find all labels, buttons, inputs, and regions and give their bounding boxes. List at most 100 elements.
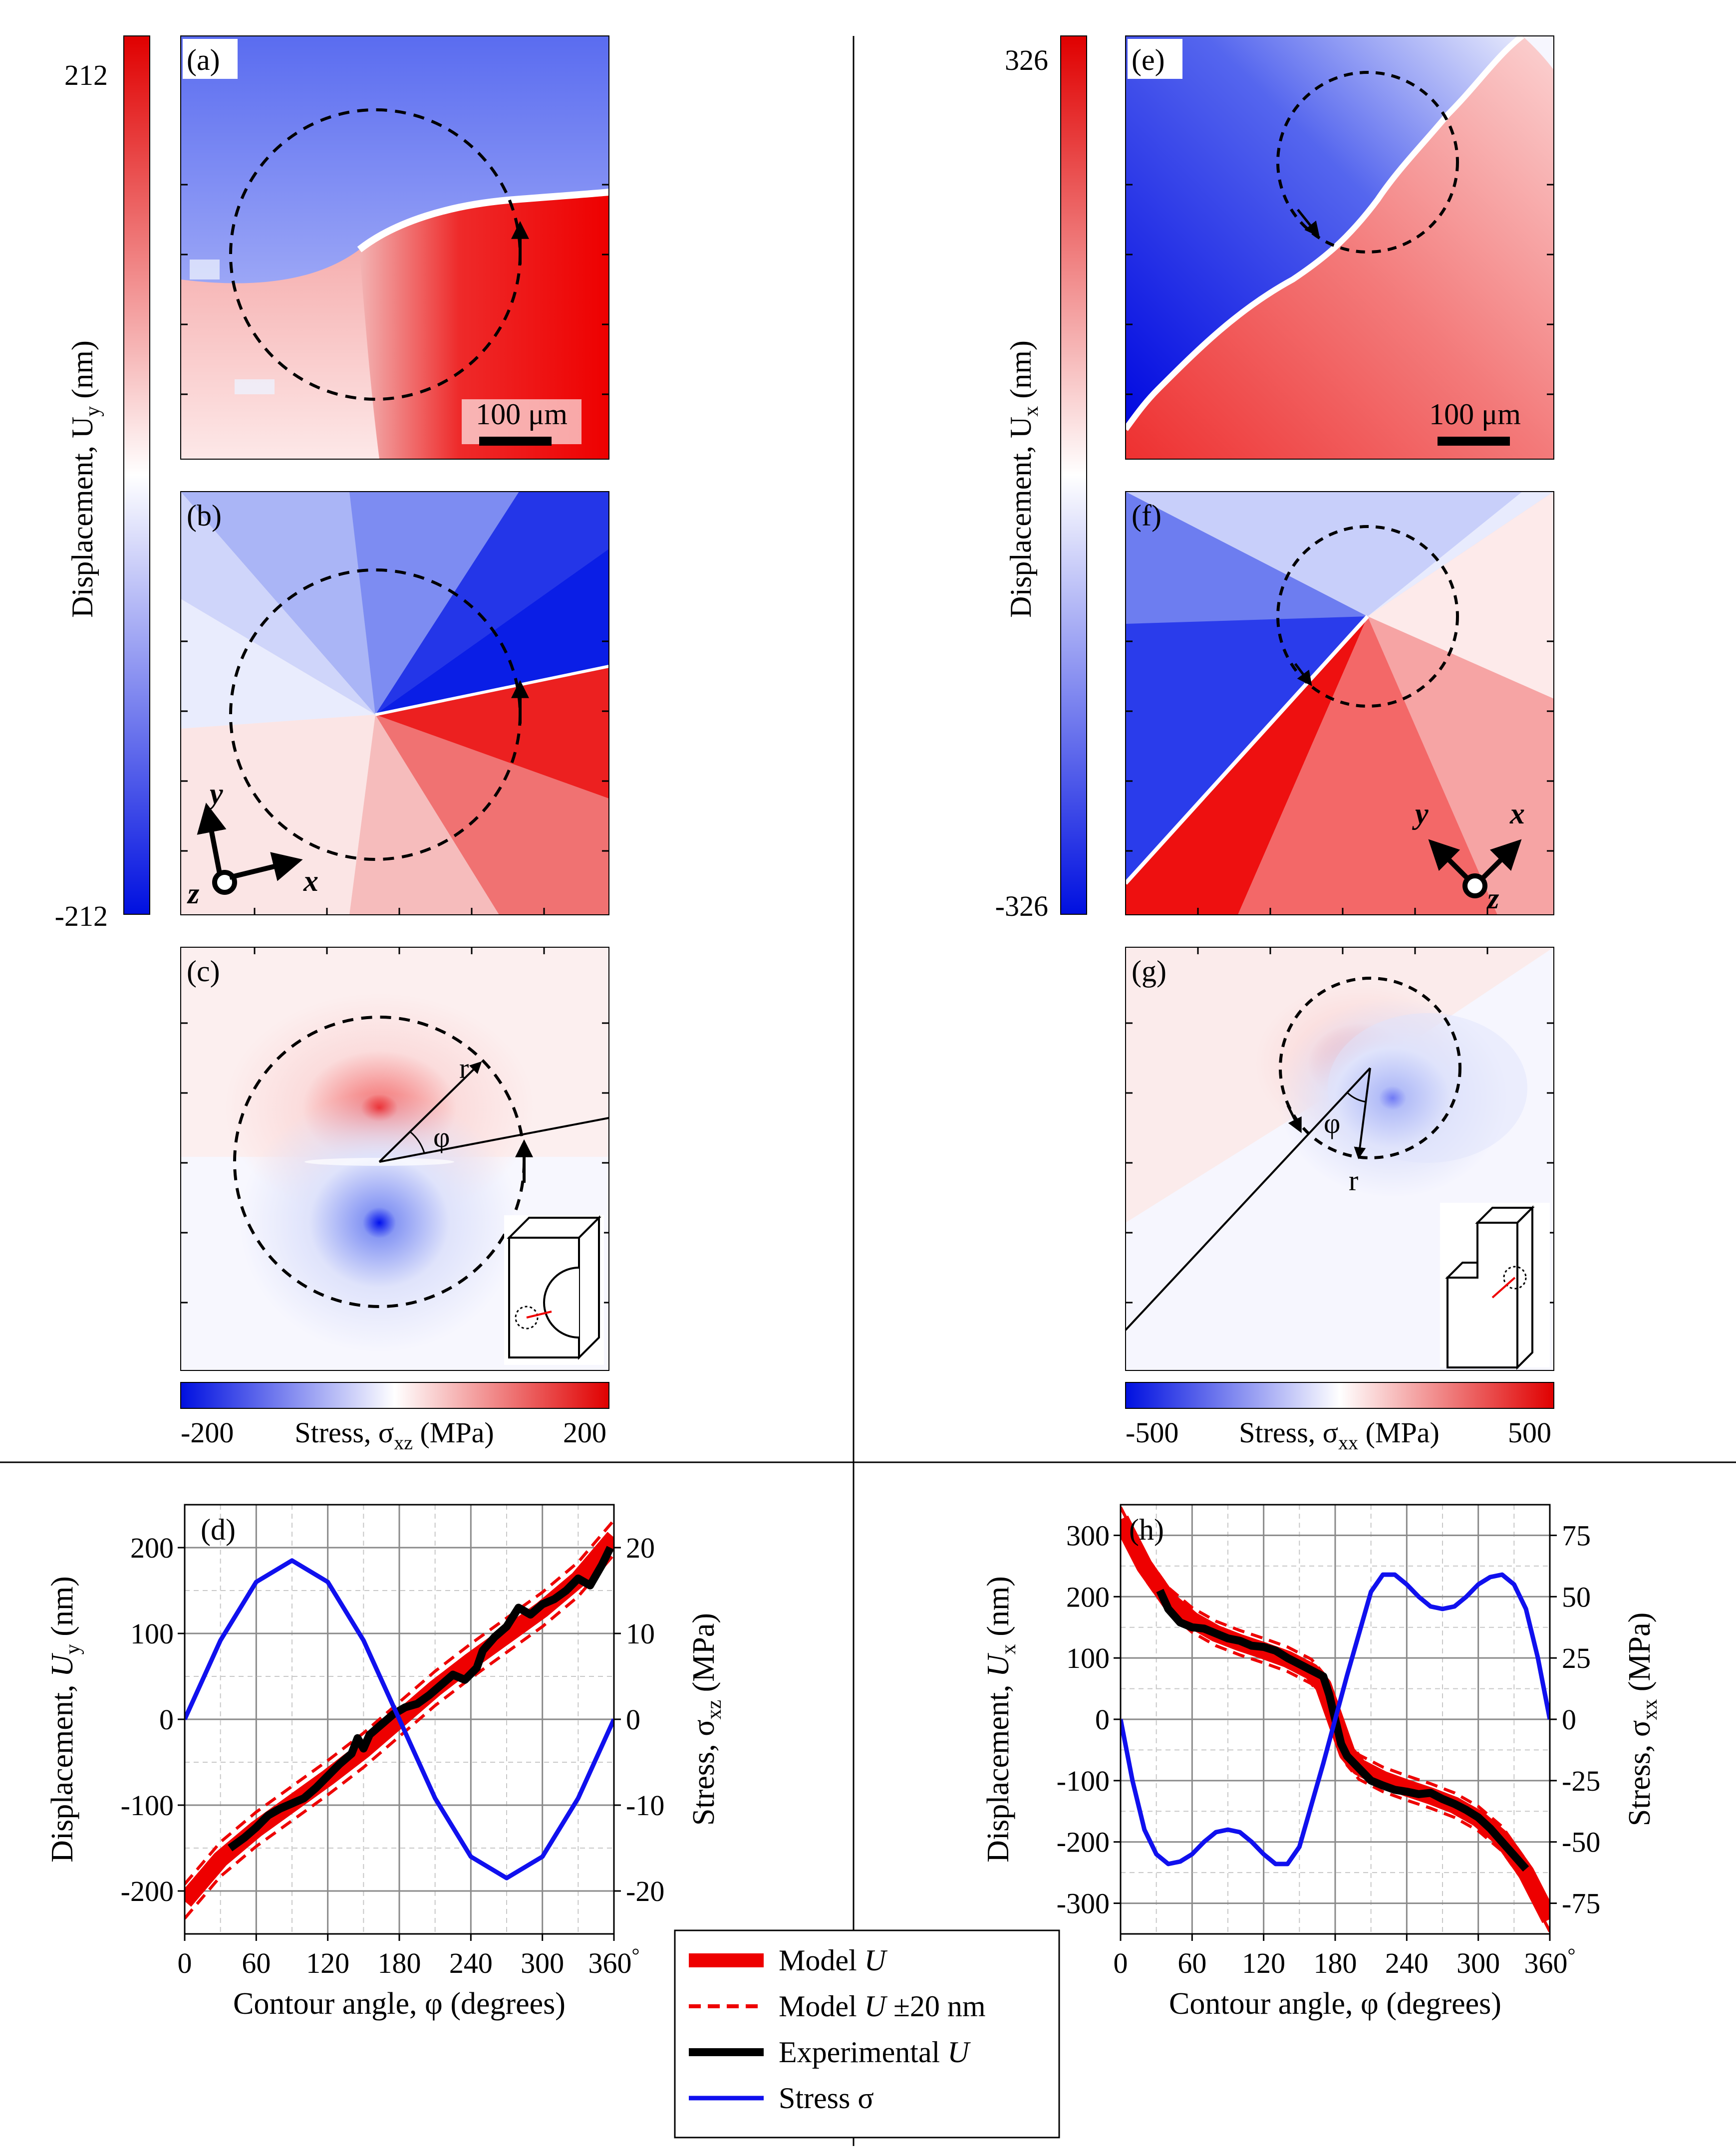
panel-d-xtick-label: 360° bbox=[588, 1944, 640, 1979]
left-stress-min: -200 bbox=[181, 1416, 234, 1449]
panel-d-y2label: Stress, σxz (MPa) bbox=[687, 1613, 726, 1826]
panel-b-displacement-model bbox=[181, 492, 609, 915]
right-colorbar-max: 326 bbox=[1005, 44, 1048, 76]
panel-b-label: (b) bbox=[187, 499, 222, 532]
panel-h-series bbox=[1121, 1506, 1550, 1932]
legend-label-2: Experimental U bbox=[779, 2036, 971, 2069]
panel-d-model-lower-line bbox=[185, 1553, 614, 1919]
panel-h-label: (h) bbox=[1129, 1513, 1164, 1546]
panel-d-xtick-label: 120 bbox=[306, 1947, 349, 1979]
panel-e-displacement-measured bbox=[1126, 36, 1554, 459]
right-colorbar-min: -326 bbox=[995, 890, 1048, 922]
panel-e-contour-circle bbox=[1276, 71, 1459, 254]
left-colorbar-title: Displacement, Uy (nm) bbox=[66, 340, 104, 618]
right-stress-min: -500 bbox=[1126, 1416, 1178, 1449]
panel-c-label: (c) bbox=[187, 955, 220, 988]
panel-h-ytick-label: 0 bbox=[1095, 1703, 1110, 1736]
panel-g-phi-label: φ bbox=[1324, 1107, 1340, 1139]
left-colorbar-max: 212 bbox=[64, 59, 108, 91]
scale-bar-label-e: 100 μm bbox=[1429, 398, 1521, 431]
svg-text:z: z bbox=[1486, 882, 1499, 915]
panel-g-reference-line bbox=[1125, 1067, 1371, 1331]
svg-text:x: x bbox=[1509, 797, 1525, 830]
panel-d-xlabel: Contour angle, φ (degrees) bbox=[233, 1987, 566, 2021]
panel-d-series bbox=[185, 1519, 614, 1919]
panel-d-xtick-label: 180 bbox=[378, 1947, 421, 1979]
panel-g-contour-arrow bbox=[1286, 1104, 1302, 1133]
panel-d-xtick-label: 240 bbox=[449, 1947, 493, 1979]
panel-c-specimen-inset bbox=[504, 1215, 604, 1365]
coordinate-axes-icon-left: x y z bbox=[187, 777, 318, 910]
panel-g-specimen-inset bbox=[1440, 1203, 1550, 1370]
panel-h-y2tick-label: -75 bbox=[1562, 1887, 1600, 1920]
left-colorbar-min: -212 bbox=[55, 900, 108, 932]
left-stress-colorbar: -200 200 Stress, σxz (MPa) bbox=[180, 1382, 609, 1454]
panel-h-ytick-label: -100 bbox=[1057, 1765, 1110, 1797]
panel-g-radius-arrow bbox=[1354, 1068, 1371, 1159]
svg-text:x: x bbox=[303, 864, 318, 897]
panel-d-y2tick-label: -10 bbox=[626, 1789, 664, 1822]
panel-d-label: (d) bbox=[201, 1513, 236, 1546]
panel-c-radius-arrow bbox=[378, 1061, 482, 1163]
panel-h-ytick-label: 300 bbox=[1066, 1519, 1110, 1552]
panel-d-ylabel: Displacement, Uy (nm) bbox=[45, 1576, 84, 1863]
panel-h-chart: 0 60 120 180 240 300 360° 300 200 100 0 -100 -200 -30… bbox=[981, 1504, 1662, 2021]
panel-h-experimental-line bbox=[1156, 1589, 1529, 1872]
panel-d-model-upper-line bbox=[185, 1519, 614, 1885]
left-stress-max: 200 bbox=[563, 1416, 606, 1449]
panel-h-y2tick-label: 75 bbox=[1562, 1519, 1591, 1552]
panel-g-contour-circle bbox=[1279, 977, 1461, 1159]
panel-d-y2tick-label: 20 bbox=[626, 1532, 655, 1564]
panel-h-ylabel: Displacement, Ux (nm) bbox=[981, 1576, 1020, 1863]
panel-d-ytick-label: 100 bbox=[130, 1617, 174, 1650]
panel-h-xtick-label: 0 bbox=[1114, 1947, 1128, 1979]
right-stress-max: 500 bbox=[1508, 1416, 1551, 1449]
panel-h-xtick-label: 300 bbox=[1456, 1947, 1500, 1979]
panel-h-degree-symbol: ° bbox=[1568, 1944, 1576, 1966]
panel-e-label: (e) bbox=[1132, 43, 1165, 76]
scale-bar-e bbox=[1438, 437, 1510, 446]
panel-h-xlabel: Contour angle, φ (degrees) bbox=[1169, 1987, 1501, 2021]
panel-d-degree-symbol: ° bbox=[632, 1944, 640, 1966]
panel-g-r-label: r bbox=[1349, 1164, 1358, 1197]
panel-h-ytick-label: 100 bbox=[1066, 1642, 1110, 1674]
panel-h-ytick-label: -300 bbox=[1057, 1887, 1110, 1920]
svg-text:y: y bbox=[1412, 797, 1429, 830]
panel-g-stress-field bbox=[1126, 947, 1554, 1370]
right-colorbar-title: Displacement, Ux (nm) bbox=[1004, 340, 1043, 618]
panel-d-xtick-label: 60 bbox=[242, 1947, 271, 1979]
panel-d-chart: 0 60 120 180 240 300 360°2001000-100-20020100-… bbox=[45, 1504, 726, 2021]
panel-h-ytick-label: 200 bbox=[1066, 1581, 1110, 1613]
right-stress-colorbar: -500 500 Stress, σxx (MPa) bbox=[1125, 1382, 1554, 1454]
legend-label-1: Model U ±20 nm bbox=[779, 1990, 986, 2023]
panel-d-ytick-label: 0 bbox=[159, 1703, 174, 1736]
panel-h-y2tick-label: -50 bbox=[1562, 1826, 1600, 1859]
panel-b-ticks bbox=[181, 640, 609, 915]
panel-d-y2tick-label: -20 bbox=[626, 1875, 664, 1907]
panel-d-ytick-label: 200 bbox=[130, 1532, 174, 1564]
panel-h-stress-line bbox=[1121, 1572, 1550, 1867]
panel-d-y2tick-label: 10 bbox=[626, 1617, 655, 1650]
panel-h-xtick-label: 240 bbox=[1385, 1947, 1429, 1979]
left-colorbar: 212 -212 Displacement, Uy (nm) bbox=[55, 35, 150, 932]
panel-h-ytick-label: -200 bbox=[1057, 1826, 1110, 1859]
panel-d-ytick-label: -200 bbox=[121, 1875, 174, 1907]
panel-f-ticks bbox=[1126, 640, 1554, 915]
panel-h-xtick-label: 60 bbox=[1177, 1947, 1206, 1979]
panel-h-xtick-label: 120 bbox=[1242, 1947, 1285, 1979]
scale-bar-a bbox=[479, 437, 552, 446]
panel-h-y2tick-label: 0 bbox=[1562, 1703, 1576, 1736]
panel-h-xtick-label: 180 bbox=[1314, 1947, 1357, 1979]
panel-f-contour-circle bbox=[1276, 525, 1459, 708]
legend-label-3: Stress σ bbox=[779, 2082, 874, 2115]
right-colorbar: 326 -326 Displacement, Ux (nm) bbox=[995, 35, 1087, 922]
panel-f-label: (f) bbox=[1132, 499, 1161, 532]
left-stress-title: Stress, σxz (MPa) bbox=[294, 1416, 494, 1454]
panel-c-angle-arc bbox=[410, 1131, 425, 1153]
panel-e-contour-arrow bbox=[1297, 209, 1320, 237]
panel-a-label-bg bbox=[183, 39, 238, 79]
panel-h-y2tick-label: -25 bbox=[1562, 1765, 1600, 1797]
panel-h-y2tick-label: 50 bbox=[1562, 1581, 1591, 1613]
panel-d-y2tick-label: 0 bbox=[626, 1703, 640, 1736]
